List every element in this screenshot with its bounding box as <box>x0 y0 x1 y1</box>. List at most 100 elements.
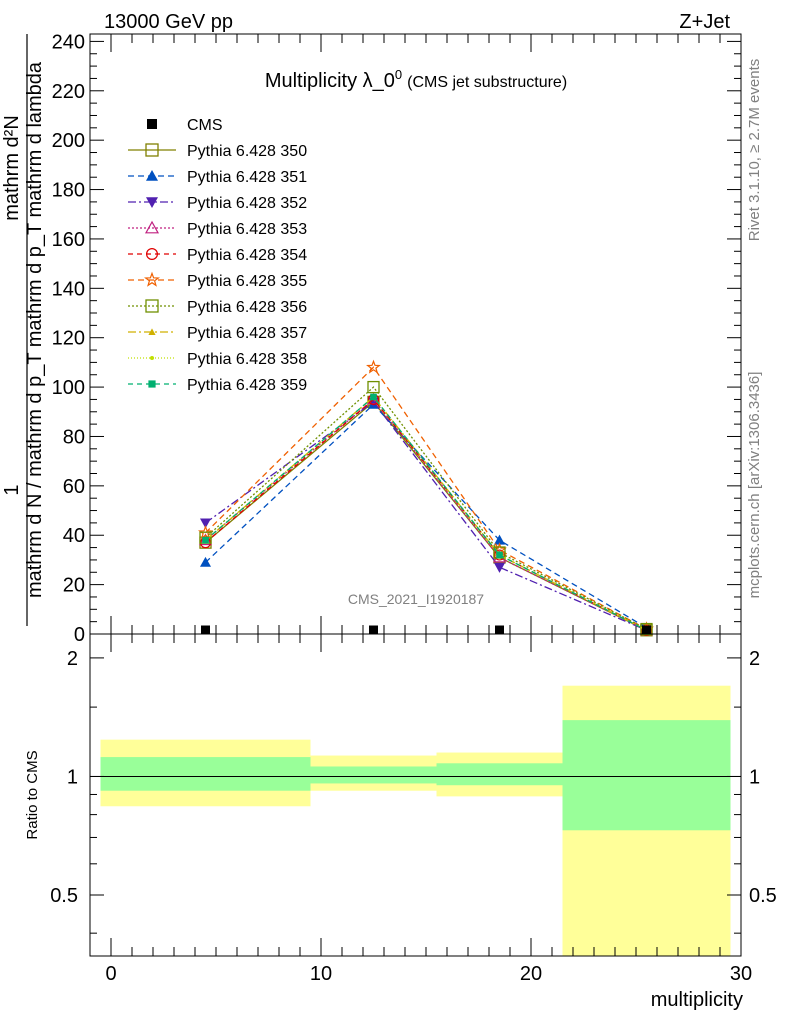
marker-triangle-up <box>146 170 158 181</box>
marker-star <box>366 359 381 374</box>
ratio-plot-frame <box>89 633 742 957</box>
ratio-y-tick-label: 0.5 <box>50 885 78 907</box>
legend-label: Pythia 6.428 355 <box>187 273 307 290</box>
series-line <box>205 400 647 631</box>
cms-point <box>201 625 210 635</box>
legend-cms-marker <box>147 119 157 129</box>
y-tick-label: 240 <box>52 31 85 53</box>
legend-item-4: Pythia 6.428 353 <box>128 220 307 238</box>
ratio-plot: 0.5 0.5 1 1 2 2 0 10 20 30 Ratio to CMS multipli… <box>24 633 777 1011</box>
marker-triangle-down <box>200 518 211 529</box>
cms-point <box>642 625 651 635</box>
marker-circle <box>146 248 159 261</box>
y-tick-label: 200 <box>52 130 85 152</box>
marker-square-filled <box>148 380 156 388</box>
ratio-y-tick-label-right: 0.5 <box>749 885 777 907</box>
marker-dot <box>150 356 154 360</box>
legend-label: Pythia 6.428 356 <box>187 299 307 316</box>
analysis-id-label: CMS_2021_I1920187 <box>348 591 484 607</box>
legend-label: Pythia 6.428 352 <box>187 195 307 212</box>
marker-square-filled <box>370 393 377 401</box>
legend-item-cms: CMS <box>147 117 223 134</box>
ratio-x-axis: 0 10 20 30 <box>105 634 752 985</box>
ratio-band-inner <box>100 757 311 791</box>
legend-label: Pythia 6.428 358 <box>187 351 307 368</box>
marker-square <box>145 299 159 313</box>
marker-square <box>640 622 653 636</box>
series-line <box>205 366 647 630</box>
marker-square-filled <box>202 536 209 544</box>
series-line <box>205 403 647 629</box>
legend-item-7: Pythia 6.428 356 <box>128 299 307 316</box>
marker-square-filled <box>496 551 503 559</box>
legend: CMS Pythia 6.428 350 Pythia 6.428 351 Pythi… <box>128 117 307 394</box>
y-title-denominator: mathrm d N / mathrm d p_T mathrm d p_T m… <box>24 61 46 598</box>
cms-point <box>495 625 504 635</box>
ratio-y-axis: 0.5 0.5 1 1 2 2 <box>50 648 777 934</box>
y-tick-label: 100 <box>52 377 85 399</box>
y-tick-label: 160 <box>52 229 85 251</box>
series-line <box>205 398 647 631</box>
main-y-axis-title: mathrm d²N mathrm d N / mathrm d p_T mat… <box>1 34 46 626</box>
ratio-y-tick-label-right: 2 <box>749 648 760 670</box>
series-line <box>205 398 647 631</box>
main-y-axis: 0 20 40 60 80 100 120 140 160 180 200 220 240 <box>52 31 741 646</box>
ratio-band-inner <box>562 720 731 831</box>
y-tick-label: 80 <box>63 426 85 448</box>
marker-star <box>197 524 214 540</box>
main-x-ticks <box>110 34 742 634</box>
marker-triangle-down <box>146 197 158 208</box>
y-tick-label: 220 <box>52 81 85 103</box>
cms-data-points <box>201 625 651 635</box>
marker-triangle-small <box>148 328 156 335</box>
rivet-label: Rivet 3.1.10, ≥ 2.7M events <box>746 59 763 242</box>
plot-title: Multiplicity λ_00 (CMS jet substructure) <box>265 67 567 92</box>
ratio-y-tick-label: 2 <box>67 648 78 670</box>
legend-label: Pythia 6.428 351 <box>187 169 307 186</box>
y-title-numerator: mathrm d²N <box>1 115 23 221</box>
marker-square <box>145 143 159 157</box>
legend-label: Pythia 6.428 354 <box>187 247 307 264</box>
x-tick-label: 30 <box>730 963 752 985</box>
marker-triangle-open <box>144 220 160 234</box>
legend-label: Pythia 6.428 357 <box>187 325 307 342</box>
main-series-group <box>197 359 655 637</box>
ratio-bands <box>90 685 741 956</box>
legend-item-3: Pythia 6.428 352 <box>128 195 307 212</box>
legend-item-1: Pythia 6.428 350 <box>128 143 307 160</box>
x-tick-label: 10 <box>310 963 332 985</box>
legend-item-8: Pythia 6.428 357 <box>128 325 307 342</box>
legend-item-6: Pythia 6.428 355 <box>128 271 307 290</box>
legend-label: Pythia 6.428 359 <box>187 377 307 394</box>
legend-item-10: Pythia 6.428 359 <box>128 377 307 394</box>
ratio-y-tick-label: 1 <box>67 766 78 788</box>
series-line <box>205 386 647 630</box>
legend-item-5: Pythia 6.428 354 <box>128 247 307 264</box>
mcplots-label: mcplots.cern.ch [arXiv:1306.3436] <box>746 372 763 599</box>
y-tick-label: 120 <box>52 328 85 350</box>
main-plot: 0 20 40 60 80 100 120 140 160 180 200 220 240 CMS Pyt… <box>52 31 742 646</box>
legend-label: Pythia 6.428 353 <box>187 221 307 238</box>
x-axis-title: multiplicity <box>651 989 743 1011</box>
marker-triangle-down <box>494 562 505 573</box>
y-tick-label: 140 <box>52 278 85 300</box>
x-tick-label: 20 <box>520 963 542 985</box>
y-title-one: 1 <box>1 484 23 495</box>
y-tick-label: 0 <box>74 624 85 646</box>
header-process-label: Z+Jet <box>679 11 730 33</box>
x-tick-label: 0 <box>105 963 116 985</box>
legend-label: Pythia 6.428 350 <box>187 143 307 160</box>
ratio-y-tick-label-right: 1 <box>749 766 760 788</box>
ratio-band-inner <box>436 763 563 786</box>
y-tick-label: 40 <box>63 525 85 547</box>
y-tick-label: 20 <box>63 575 85 597</box>
ratio-y-title: Ratio to CMS <box>24 750 41 839</box>
marker-square <box>367 380 380 394</box>
cms-point <box>369 625 378 635</box>
series-line <box>205 396 647 631</box>
legend-label: CMS <box>187 117 223 134</box>
header-energy-label: 13000 GeV pp <box>104 11 233 33</box>
ratio-band-inner <box>310 766 437 784</box>
legend-item-9: Pythia 6.428 358 <box>128 351 307 368</box>
